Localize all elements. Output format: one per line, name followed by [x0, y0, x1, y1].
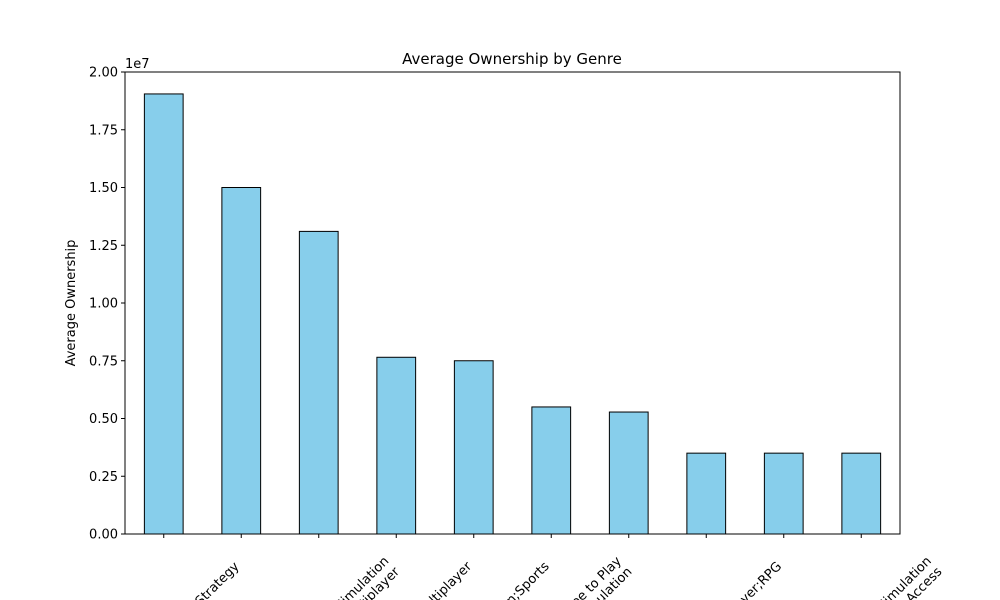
bar — [221, 187, 262, 535]
bar — [608, 411, 649, 535]
y-tick-label: 1.75 — [89, 123, 118, 138]
bar — [763, 452, 804, 535]
x-tick-label: Free to PlaySimulation — [560, 554, 635, 600]
bar — [143, 93, 184, 535]
chart-title: Average Ownership by Genre — [402, 50, 622, 68]
x-tick-label: SimulationMultiplayer — [330, 553, 403, 600]
bar — [531, 406, 572, 535]
plot-frame — [124, 71, 901, 535]
bars-group — [143, 93, 882, 535]
bar — [298, 230, 339, 535]
y-axis-offset-label: 1e7 — [125, 57, 150, 72]
bar — [453, 360, 494, 535]
x-tick-label: y;Strategy — [184, 559, 243, 600]
bar — [376, 356, 417, 535]
y-tick-label: 0.50 — [89, 412, 118, 427]
y-tick-label: 1.00 — [89, 297, 118, 312]
y-tick-label: 0.00 — [89, 528, 118, 543]
x-tick-label: Simulationarly Access — [872, 554, 945, 600]
y-tick-label: 0.75 — [89, 354, 118, 369]
y-axis: 0.00 0.25 0.50 0.75 1.00 1.25 1.50 1.75 2.00 — [89, 66, 125, 543]
y-axis-label: Average Ownership — [64, 240, 79, 367]
bar — [841, 452, 882, 535]
x-axis: y;Strategy SimulationMultiplayer Multiplay… — [163, 534, 946, 600]
y-tick-label: 1.25 — [89, 239, 118, 254]
y-tick-label: 2.00 — [89, 66, 118, 81]
x-tick-label: player;RPG — [723, 559, 785, 600]
bar — [686, 452, 727, 535]
y-tick-label: 0.25 — [89, 470, 118, 485]
y-tick-label: 1.50 — [89, 181, 118, 196]
x-tick-label: tion;Sports — [492, 559, 553, 600]
x-tick-label: Multiplayer — [413, 559, 475, 600]
